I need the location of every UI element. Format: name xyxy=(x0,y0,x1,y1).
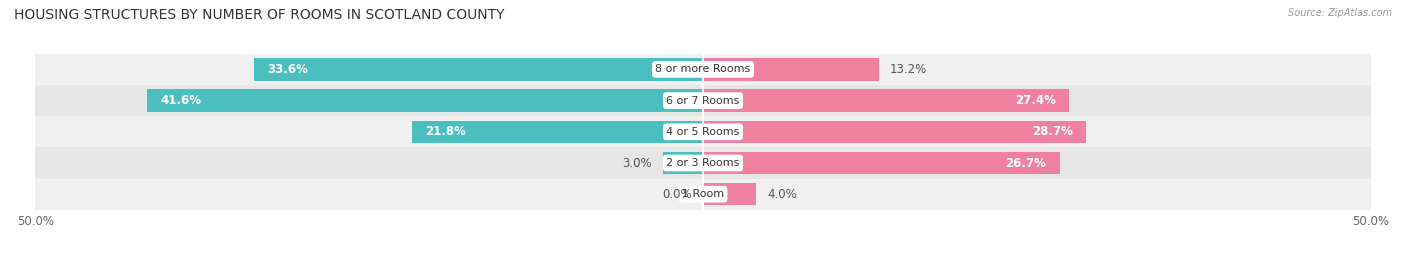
Bar xyxy=(703,152,1060,174)
Bar xyxy=(703,183,756,206)
Text: 2 or 3 Rooms: 2 or 3 Rooms xyxy=(666,158,740,168)
Text: HOUSING STRUCTURES BY NUMBER OF ROOMS IN SCOTLAND COUNTY: HOUSING STRUCTURES BY NUMBER OF ROOMS IN… xyxy=(14,8,505,22)
Text: Source: ZipAtlas.com: Source: ZipAtlas.com xyxy=(1288,8,1392,18)
Text: 28.7%: 28.7% xyxy=(1032,125,1073,138)
Bar xyxy=(703,58,879,81)
Text: 6 or 7 Rooms: 6 or 7 Rooms xyxy=(666,95,740,106)
Text: 1 Room: 1 Room xyxy=(682,189,724,199)
Bar xyxy=(662,152,703,174)
Bar xyxy=(412,121,703,143)
Bar xyxy=(35,116,1371,147)
Bar xyxy=(35,85,1371,116)
Text: 21.8%: 21.8% xyxy=(425,125,465,138)
Bar xyxy=(703,121,1087,143)
Text: 26.7%: 26.7% xyxy=(1005,157,1046,169)
Text: 33.6%: 33.6% xyxy=(267,63,308,76)
Bar xyxy=(148,89,703,112)
Text: 3.0%: 3.0% xyxy=(623,157,652,169)
Text: 4.0%: 4.0% xyxy=(768,188,797,201)
Text: 13.2%: 13.2% xyxy=(890,63,927,76)
Bar xyxy=(703,89,1069,112)
Text: 4 or 5 Rooms: 4 or 5 Rooms xyxy=(666,127,740,137)
Bar xyxy=(254,58,703,81)
Text: 8 or more Rooms: 8 or more Rooms xyxy=(655,64,751,75)
Text: 41.6%: 41.6% xyxy=(160,94,201,107)
Text: 27.4%: 27.4% xyxy=(1015,94,1056,107)
Bar xyxy=(35,54,1371,85)
Bar xyxy=(35,179,1371,210)
Bar xyxy=(35,147,1371,179)
Text: 0.0%: 0.0% xyxy=(662,188,692,201)
